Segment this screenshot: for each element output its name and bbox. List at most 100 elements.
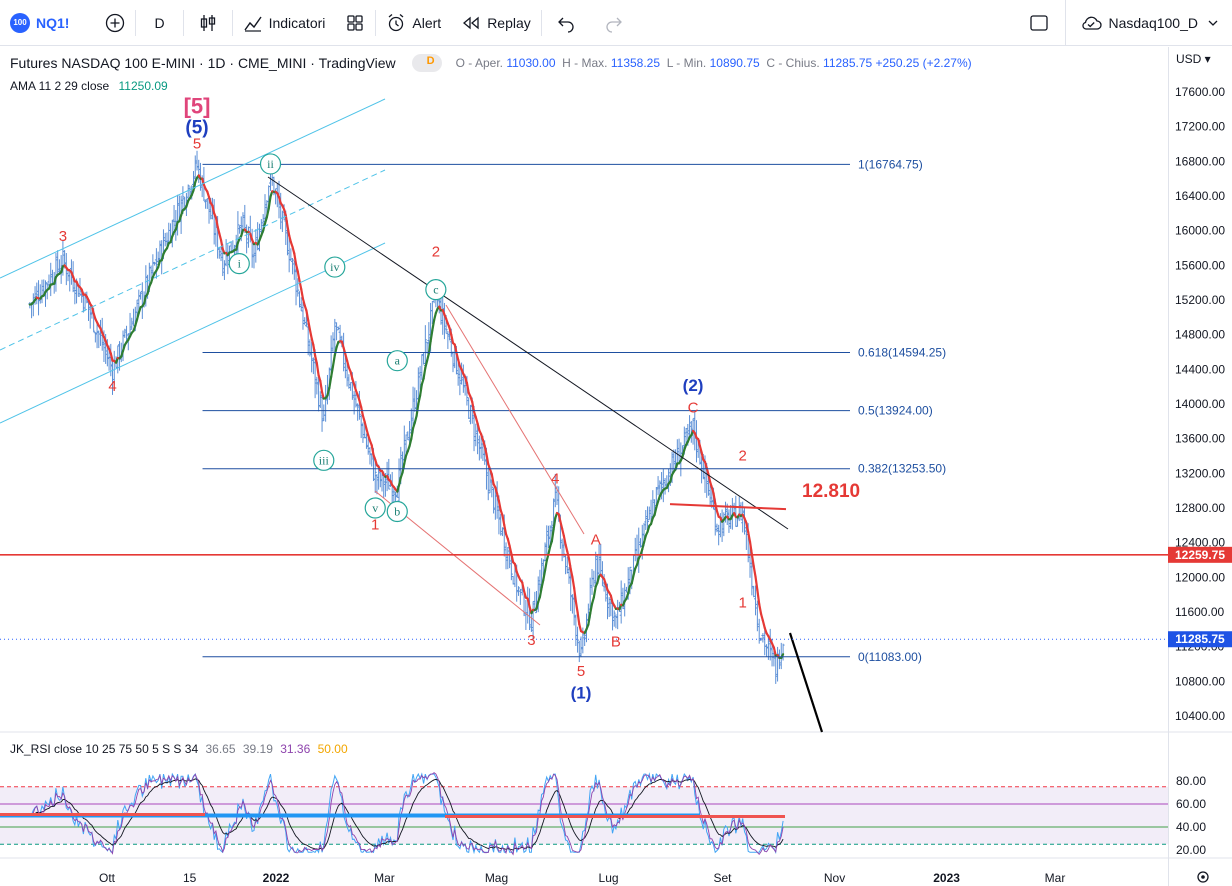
ama-segment <box>296 270 301 282</box>
ama-segment <box>328 375 333 390</box>
fib-level-label: 0(11083.00) <box>858 650 922 664</box>
symbol-search[interactable]: 100 NQ1! <box>0 0 79 45</box>
compare-button[interactable] <box>95 0 135 45</box>
change-value: +250.25 (+2.27%) <box>875 56 972 70</box>
indicators-button[interactable]: Indicatori <box>233 0 336 45</box>
ama-segment <box>745 521 750 534</box>
close-value: 11285.75 <box>823 56 873 70</box>
price-tick-label: 15600.00 <box>1175 258 1225 272</box>
time-tick-label: Nov <box>824 871 845 885</box>
ama-legend[interactable]: AMA 11 2 29 close 11250.09 <box>10 79 168 93</box>
ama-segment <box>433 311 437 322</box>
templates-button[interactable] <box>335 0 375 45</box>
wave-circle-text: a <box>395 354 401 368</box>
chart-legend: Futures NASDAQ 100 E-MINI · 1D · CME_MIN… <box>10 54 972 72</box>
ama-segment <box>543 559 548 572</box>
time-tick-label: Mar <box>374 871 395 885</box>
ama-segment <box>346 359 350 369</box>
ama-segment <box>522 589 527 599</box>
time-tick-label: Set <box>713 871 732 885</box>
wave-circle-label: iii <box>313 449 335 471</box>
wave-label: C <box>688 400 699 417</box>
wave-circle <box>386 500 408 523</box>
ama-segment <box>331 353 336 368</box>
ama-segment <box>573 586 577 603</box>
redo-button[interactable] <box>590 0 638 45</box>
settings-gear-icon[interactable] <box>1197 871 1209 883</box>
price-tick-label: 17200.00 <box>1175 120 1225 134</box>
channel-lower-line <box>0 242 386 424</box>
ama-segment <box>319 379 324 394</box>
wave-channel-upper <box>445 304 585 535</box>
wave-circle <box>324 256 346 278</box>
ama-segment <box>288 234 292 244</box>
rsi-legend[interactable]: JK_RSI close 10 25 75 50 5 S S 34 36.65 … <box>10 742 348 756</box>
price-tick-label: 15200.00 <box>1175 293 1225 307</box>
ama-segment <box>216 225 221 235</box>
delay-badge[interactable]: D <box>411 54 442 72</box>
ama-segment <box>453 343 458 354</box>
ama-segment <box>542 569 547 582</box>
ama-segment <box>496 492 501 503</box>
layout-menu[interactable]: Nasdaq100_D <box>1065 0 1232 46</box>
alert-button[interactable]: Alert <box>376 0 451 45</box>
ama-segment <box>413 414 418 424</box>
ama-segment <box>642 534 647 544</box>
ama-segment <box>142 295 147 305</box>
ama-segment <box>538 586 543 599</box>
ama-segment <box>559 520 564 530</box>
ama-segment <box>497 499 502 512</box>
replay-label: Replay <box>487 14 531 31</box>
wave-label: 3 <box>527 632 535 649</box>
ama-segment <box>752 564 757 578</box>
ama-value: 11250.09 <box>118 79 168 93</box>
wave-label: (1) <box>571 684 592 703</box>
ama-segment <box>450 333 455 345</box>
ama-segment <box>425 352 430 362</box>
price-chart[interactable]: 10400.0010800.0011200.0011600.0012000.00… <box>0 47 1232 886</box>
rsi-value: 31.36 <box>280 742 311 756</box>
price-tick-label: 11600.00 <box>1175 605 1224 619</box>
undo-button[interactable] <box>542 0 590 45</box>
ama-segment <box>53 275 58 285</box>
ama-segment <box>219 239 224 251</box>
ama-segment <box>681 448 686 458</box>
ama-segment <box>218 232 223 242</box>
ama-segment <box>307 319 312 331</box>
ama-segment <box>315 362 320 377</box>
price-tick-label: 12000.00 <box>1175 570 1225 584</box>
ama-segment <box>422 366 427 380</box>
ama-segment <box>712 492 717 505</box>
wave-circle-text: ii <box>267 157 274 171</box>
horizontal-price-tag <box>1168 546 1232 563</box>
interval-button[interactable]: D <box>136 0 182 45</box>
currency-selector[interactable]: USD ▾ <box>1176 52 1211 66</box>
ama-segment <box>653 506 658 517</box>
ama-segment <box>455 351 460 361</box>
ama-segment <box>471 400 476 413</box>
wave-label: A <box>591 531 601 548</box>
square-icon <box>1030 15 1049 31</box>
rewind-icon <box>463 16 479 29</box>
ama-segment <box>214 216 219 228</box>
rsi-value: 36.65 <box>205 742 236 756</box>
replay-button[interactable]: Replay <box>451 0 541 45</box>
ama-segment <box>569 567 574 579</box>
fullscreen-button[interactable] <box>1013 0 1065 46</box>
ama-segment <box>526 597 531 608</box>
time-tick-label: Ott <box>99 871 116 885</box>
ama-segment <box>590 596 595 605</box>
wave-label: (2) <box>683 376 704 395</box>
toolbar-divider <box>182 9 184 36</box>
rsi-fast-line <box>31 772 784 855</box>
ama-segment <box>592 585 597 599</box>
gear-ring <box>1197 871 1209 883</box>
ama-segment <box>508 544 513 555</box>
ama-segment <box>418 383 423 397</box>
ama-segment <box>550 528 555 543</box>
ama-segment <box>286 224 291 237</box>
fibonacci-levels: 1(16764.75) 0.618(14594.25) 0.5(13924.00) 0… <box>202 157 946 664</box>
ama-segment <box>235 241 240 251</box>
chart-type-button[interactable] <box>184 0 232 45</box>
ama-segment <box>758 603 763 615</box>
